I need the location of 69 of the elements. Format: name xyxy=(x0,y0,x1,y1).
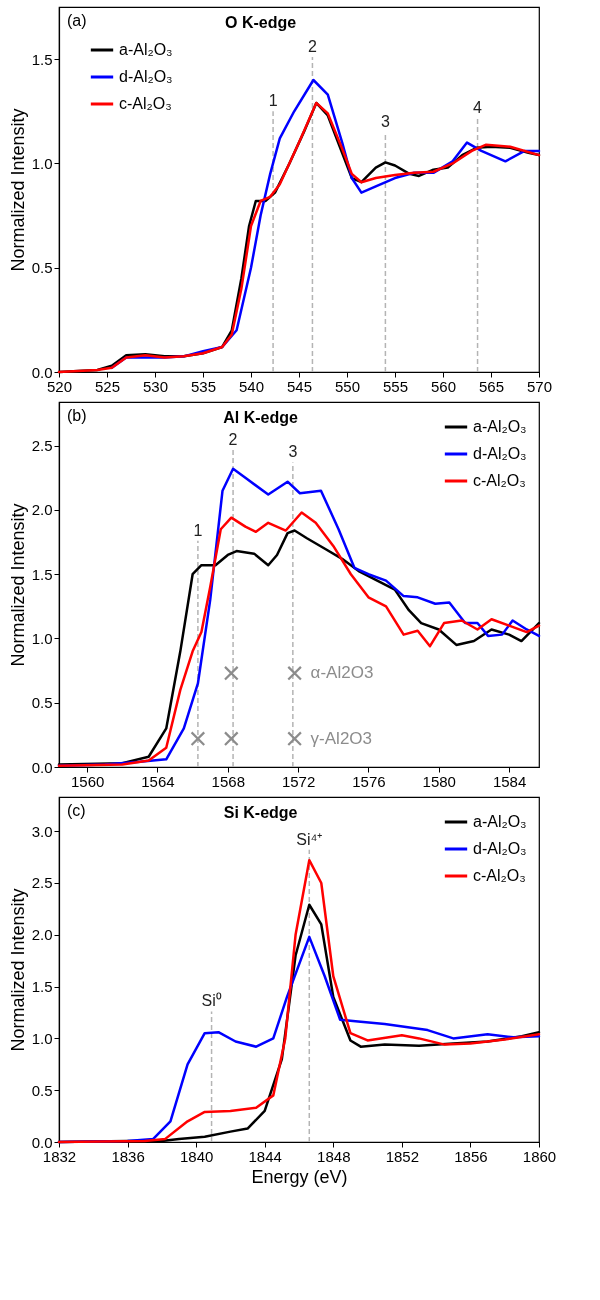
y-tick-label: 2.0 xyxy=(31,501,53,519)
x-tick-label: 525 xyxy=(94,377,121,395)
annotation: (c) xyxy=(67,802,86,819)
annotation: (a) xyxy=(67,12,87,29)
legend-label: a-Al₂O₃ xyxy=(473,813,527,830)
y-axis-title: Normalized Intensity xyxy=(7,888,28,1052)
legend-label: d-Al₂O₃ xyxy=(119,68,173,85)
y-tick-label: 3.0 xyxy=(31,822,53,840)
y-tick-label: 0.5 xyxy=(31,1081,53,1099)
x-tick-label: 560 xyxy=(430,377,457,395)
x-tick-label: 540 xyxy=(238,377,265,395)
chart-title: Si K-edge xyxy=(223,804,298,821)
y-tick-label: 1.5 xyxy=(31,978,53,996)
y-axis-title: Normalized Intensity xyxy=(7,503,28,667)
annotation: 2 xyxy=(307,38,317,56)
y-tick-label: 1.5 xyxy=(31,565,53,583)
legend-label: d-Al₂O₃ xyxy=(473,840,527,857)
x-tick-label: 1576 xyxy=(352,772,386,790)
x-tick-label: 565 xyxy=(478,377,505,395)
y-tick-label: 1.0 xyxy=(31,1029,53,1047)
x-tick-label: 1860 xyxy=(522,1147,557,1165)
annotation: 4 xyxy=(473,98,483,116)
annotation: (b) xyxy=(67,407,87,424)
y-tick-label: 1.0 xyxy=(31,154,53,172)
x-tick-label: 1568 xyxy=(211,772,245,790)
x-tick-label: 555 xyxy=(382,377,409,395)
y-tick-label: 1.5 xyxy=(31,50,53,68)
x-tick-label: 545 xyxy=(286,377,313,395)
x-tick-label: 550 xyxy=(334,377,361,395)
x-tick-label: 535 xyxy=(190,377,217,395)
legend-label: d-Al₂O₃ xyxy=(473,445,527,462)
chart-title: O K-edge xyxy=(225,14,297,31)
x-tick-label: 1564 xyxy=(141,772,175,790)
annotation: 3 xyxy=(288,443,298,461)
y-tick-label: 2.5 xyxy=(31,437,53,455)
y-axis-title: Normalized Intensity xyxy=(7,108,28,272)
x-tick-label: 1584 xyxy=(492,772,527,790)
x-tick-label: 1836 xyxy=(111,1147,145,1165)
y-tick-label: 0.0 xyxy=(31,758,53,776)
x-tick-label: 1856 xyxy=(454,1147,488,1165)
series-label: γ-Al2O3 xyxy=(310,728,373,748)
x-tick-label: 1560 xyxy=(70,772,105,790)
annotation: Si⁰ xyxy=(201,992,222,1010)
y-tick-label: 2.0 xyxy=(31,926,53,944)
x-tick-label: 1848 xyxy=(317,1147,351,1165)
x-tick-label: 1844 xyxy=(248,1147,282,1165)
x-tick-label: 570 xyxy=(526,377,553,395)
x-tick-label: 530 xyxy=(142,377,169,395)
x-axis-title: Energy (eV) xyxy=(251,1166,348,1187)
annotation: 2 xyxy=(228,430,238,448)
annotation: 3 xyxy=(380,113,390,131)
y-tick-label: 0.5 xyxy=(31,259,53,277)
y-tick-label: 1.0 xyxy=(31,629,53,647)
x-tick-label: 1852 xyxy=(385,1147,420,1165)
legend-label: a-Al₂O₃ xyxy=(119,41,173,58)
legend-label: c-Al₂O₃ xyxy=(473,867,526,884)
y-tick-label: 0.5 xyxy=(31,694,53,712)
annotation: 1 xyxy=(268,92,278,110)
x-tick-label: 1572 xyxy=(281,772,316,790)
y-tick-label: 2.5 xyxy=(31,874,53,892)
legend-label: a-Al₂O₃ xyxy=(473,418,527,435)
legend-label: c-Al₂O₃ xyxy=(473,472,526,489)
legend-label: c-Al₂O₃ xyxy=(119,95,172,112)
annotation: Si⁴⁺ xyxy=(296,830,323,848)
series-label: α-Al2O3 xyxy=(310,663,374,683)
annotation: 1 xyxy=(193,521,203,539)
x-tick-label: 1840 xyxy=(179,1147,214,1165)
chart-title: Al K-edge xyxy=(223,409,299,426)
x-tick-label: 1580 xyxy=(422,772,456,790)
